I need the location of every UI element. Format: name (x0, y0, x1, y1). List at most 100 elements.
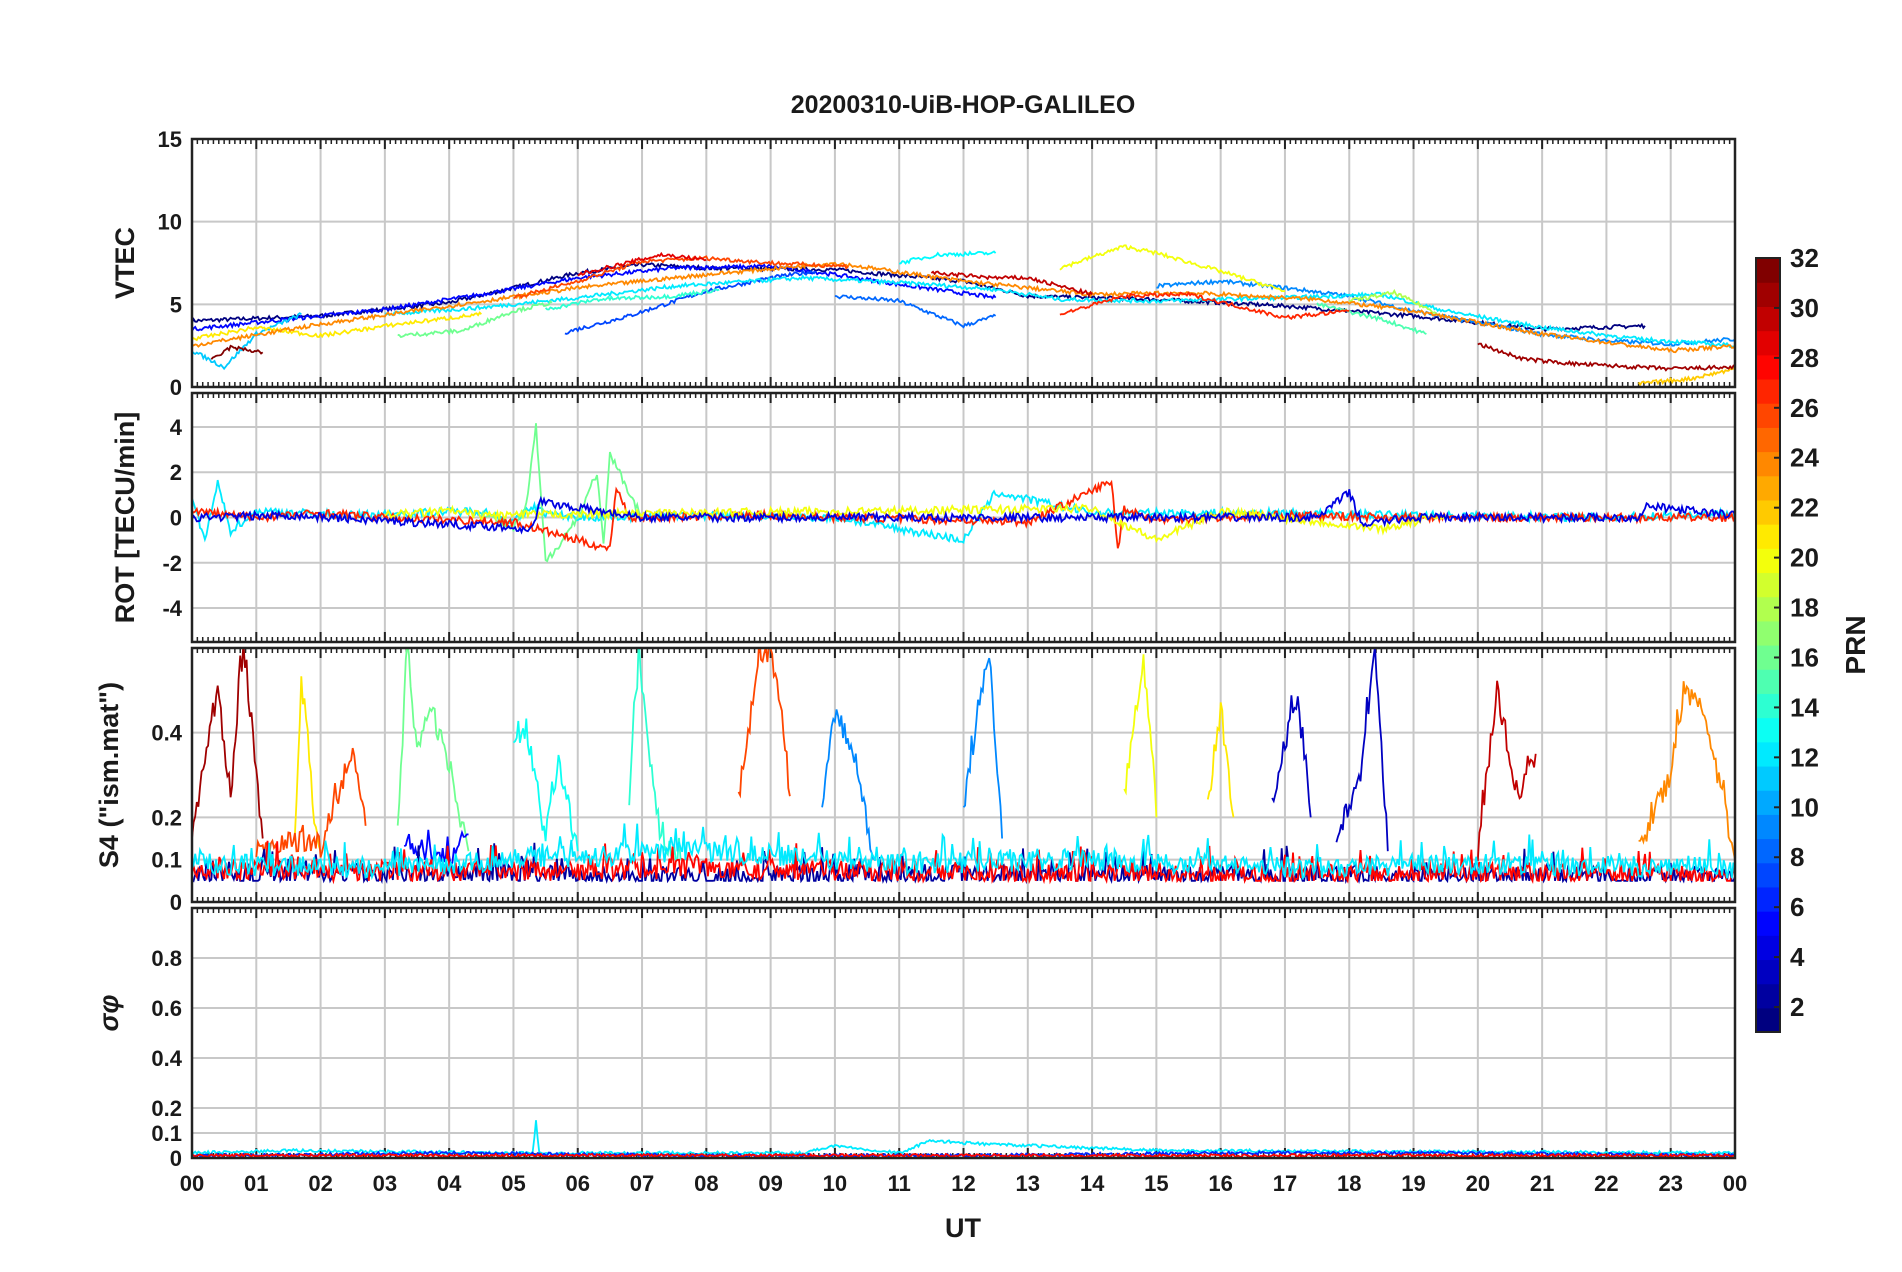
colorbar-segment (1756, 814, 1780, 840)
series-prn-21 (192, 311, 482, 342)
panel-rot: -4 -2 0 2 4 ROT [TECU/min] (110, 391, 1737, 644)
series-prn-9 (821, 709, 875, 860)
y-axis-label-rot: ROT [TECU/min] (110, 412, 140, 623)
y-tick-label: 0 (170, 1146, 182, 1171)
colorbar-segment (1756, 572, 1780, 598)
x-tick-label: 21 (1530, 1171, 1554, 1196)
series-prn-27 (1059, 291, 1350, 321)
series-prn-7 (564, 269, 817, 335)
colorbar-segment (1756, 499, 1780, 525)
series-prn-24 (1638, 681, 1735, 860)
colorbar-segment (1756, 258, 1780, 283)
colorbar-tick-label: 14 (1790, 692, 1819, 722)
colorbar-tick-label: 2 (1790, 992, 1804, 1022)
x-tick-label: 07 (630, 1171, 654, 1196)
x-tick-label: 15 (1144, 1171, 1168, 1196)
series-prn-28 (192, 1152, 1735, 1158)
series-prn-3 (1335, 648, 1389, 852)
axes-frame (190, 137, 1737, 389)
x-tick-label: 08 (694, 1171, 718, 1196)
x-tick-label: 19 (1401, 1171, 1425, 1196)
colorbar-tick-label: 20 (1790, 543, 1819, 573)
y-axis-label-vtec: VTEC (110, 227, 140, 299)
y-axis-label-sigma: σφ (94, 995, 124, 1032)
y-tick-label: 0 (170, 375, 182, 400)
colorbar-tick-label: 28 (1790, 343, 1819, 373)
x-tick-label: 06 (566, 1171, 590, 1196)
series-prn-21 (1206, 702, 1235, 818)
y-tick-label: 0 (170, 506, 182, 531)
series-group (192, 244, 1735, 387)
colorbar-segment (1756, 959, 1780, 985)
chart-title: 20200310-UiB-HOP-GALILEO (791, 91, 1136, 119)
x-tick-label: 03 (373, 1171, 397, 1196)
y-tick-label: 0.2 (151, 805, 182, 830)
x-tick-label: 22 (1594, 1171, 1618, 1196)
series-prn-15 (1316, 302, 1427, 335)
colorbar-segment (1756, 911, 1780, 936)
series-prn-18 (1348, 288, 1440, 316)
series-prn-20 (1123, 654, 1158, 818)
colorbar-segment (1756, 282, 1780, 307)
y-tick-label: 0.4 (151, 721, 182, 746)
y-tick-label: 0 (170, 890, 182, 915)
x-tick-label: 04 (437, 1171, 462, 1196)
x-tick-label: 02 (308, 1171, 332, 1196)
colorbar-tick-label: 30 (1790, 293, 1819, 323)
y-tick-label: 5 (170, 292, 182, 317)
colorbar-tick-label: 10 (1790, 792, 1819, 822)
colorbar-segment (1756, 669, 1780, 694)
x-tick-label: 14 (1080, 1171, 1105, 1196)
series-prn-30 (1476, 680, 1537, 861)
series-prn-9 (1156, 278, 1735, 347)
colorbar-tick-label: 24 (1790, 443, 1819, 473)
series-prn-12 (192, 823, 1735, 881)
x-tick-label: 00 (1723, 1171, 1747, 1196)
series-prn-21 (294, 676, 322, 852)
x-tick-label: 00 (180, 1171, 204, 1196)
colorbar-segment (1756, 354, 1780, 380)
colorbar-segment (1756, 765, 1780, 791)
colorbar-segment (1756, 620, 1780, 646)
colorbar-segment (1756, 741, 1780, 767)
x-tick-label: 09 (758, 1171, 782, 1196)
y-tick-label: 10 (158, 210, 182, 235)
series-prn-11 (192, 312, 302, 371)
y-tick-label: 0.1 (151, 848, 182, 873)
x-tick-label: 23 (1658, 1171, 1682, 1196)
colorbar-segment (1756, 862, 1780, 888)
x-tick-label: 16 (1208, 1171, 1232, 1196)
colorbar-segment (1756, 983, 1780, 1009)
colorbar-segment (1756, 524, 1780, 549)
colorbar-tick-label: 6 (1790, 892, 1804, 922)
x-tick-label: 05 (501, 1171, 525, 1196)
axes-frame (190, 391, 1737, 644)
series-prn-12 (384, 274, 1735, 349)
colorbar-segment (1756, 451, 1780, 477)
colorbar-tick-label: 22 (1790, 493, 1819, 523)
series-prn-31 (192, 648, 264, 839)
series-prn-16 (396, 648, 470, 852)
y-tick-label: 0.8 (151, 946, 182, 971)
y-tick-label: 0.4 (151, 1046, 182, 1071)
colorbar-segment (1756, 693, 1780, 719)
x-tick-label: 11 (888, 1171, 911, 1196)
y-tick-label: 0.2 (151, 1096, 182, 1121)
y-axis-label-s4: S4 ("ism.mat") (94, 682, 124, 868)
series-prn-24 (192, 261, 1735, 354)
axes-frame (190, 906, 1737, 1160)
x-tick-label: 10 (823, 1171, 847, 1196)
series-prn-3 (1271, 695, 1312, 818)
colorbar-segment (1756, 475, 1780, 501)
series-prn-4 (192, 489, 1735, 535)
panel-sigma: 00.10.2 0.4 0.6 0.8 σφ (94, 906, 1737, 1171)
colorbar-segment (1756, 548, 1780, 574)
series-prn-22 (1637, 367, 1735, 387)
axes-frame (190, 646, 1737, 904)
series-prn-9 (962, 657, 1003, 839)
y-tick-label: -4 (162, 596, 182, 621)
series-prn-20 (1059, 244, 1285, 292)
